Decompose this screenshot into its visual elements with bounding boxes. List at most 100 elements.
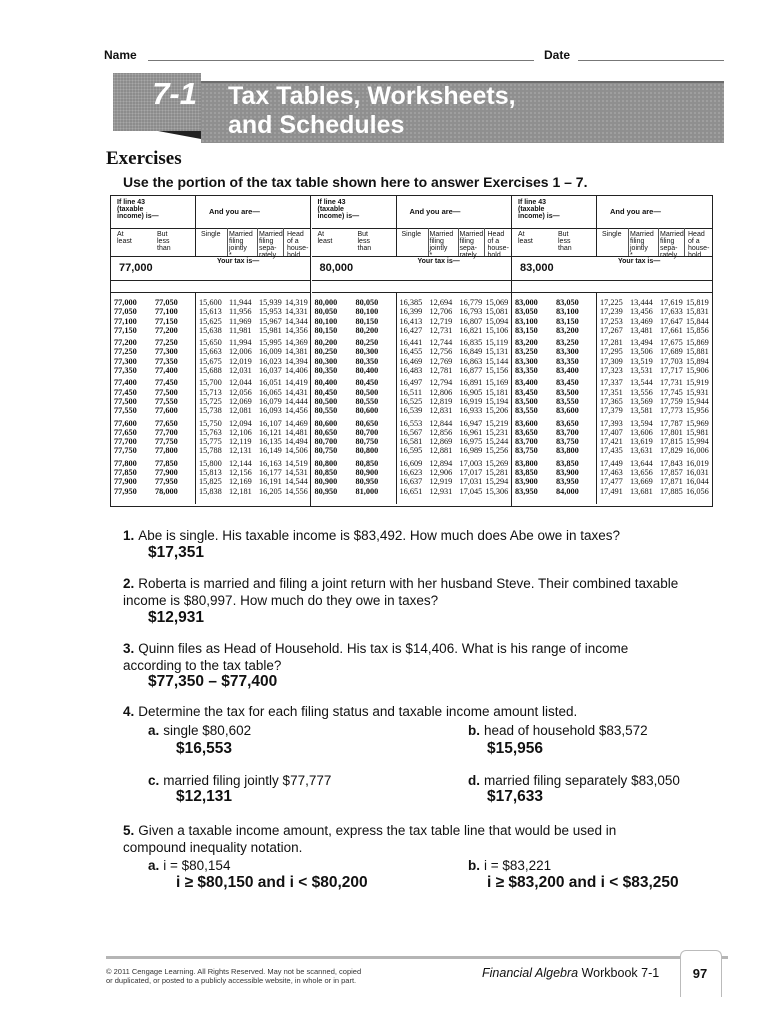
table-cell: 83,650 (515, 427, 538, 437)
table-cell: 16,511 (399, 387, 423, 397)
table-cell: 83,500 (556, 387, 579, 397)
table-cell: 12,756 (429, 347, 453, 357)
table-cell: 77,800 (155, 446, 178, 456)
table-cell: 83,400 (556, 366, 579, 376)
table-row: 77,250 77,300 15,663 12,006 16,009 14,381 (111, 347, 310, 356)
table-cell: 16,019 (686, 458, 709, 468)
table-cell: 83,000 (515, 298, 538, 307)
part-text: head of household $83,572 (484, 723, 648, 738)
header-line: hold (487, 252, 501, 259)
table-cell: 83,200 (515, 338, 538, 348)
table-cell: 80,600 (314, 418, 338, 428)
block-label: 80,000 (319, 262, 354, 274)
table-cell: 17,003 (459, 458, 483, 468)
column-header-mfj: Married filing jointly * (229, 231, 253, 259)
table-cell: 15,939 (259, 298, 282, 307)
table-row: 83,250 83,300 17,295 13,506 17,689 15,881 (512, 347, 712, 356)
column-divider (227, 228, 228, 256)
table-cell: 13,619 (630, 437, 653, 447)
table-row: 83,300 83,350 17,309 13,519 17,703 15,894 (512, 357, 712, 366)
table-cell: 77,750 (114, 446, 137, 456)
header-line: of a (688, 238, 700, 245)
table-row: 77,550 77,600 15,738 12,081 16,093 14,456 (111, 406, 310, 415)
book-title: Financial Algebra (482, 966, 579, 980)
table-cell: 16,135 (259, 437, 282, 447)
table-cell: 15,869 (686, 338, 709, 348)
table-cell: 16,044 (686, 477, 709, 487)
table-row: 77,450 77,500 15,713 12,056 16,065 14,431 (111, 388, 310, 397)
date-line[interactable] (578, 60, 724, 61)
table-cell: 16,793 (459, 307, 483, 317)
table-cell: 77,100 (155, 307, 178, 317)
table-rows: 83,000 83,050 17,225 13,444 17,619 15,819 83,0… (512, 298, 712, 496)
question-text: Roberta is married and filing a joint re… (123, 576, 679, 608)
header-line: If line 43 (518, 199, 547, 206)
table-row: 83,650 83,700 17,407 13,606 17,801 15,981 (512, 428, 712, 437)
column-divider (483, 228, 485, 256)
header-line: jointly (429, 245, 448, 252)
table-cell: 16,849 (459, 347, 483, 357)
table-cell: 17,309 (600, 356, 623, 366)
header-line: If line 43 (317, 199, 346, 206)
table-row: 77,800 77,850 15,800 12,144 16,163 14,519 (111, 459, 310, 468)
table-cell: 83,600 (556, 406, 579, 416)
table-row: 80,150 80,200 16,427 12,731 16,821 15,106 (312, 326, 511, 335)
table-cell: 17,731 (660, 378, 683, 388)
table-cell: 12,131 (229, 446, 252, 456)
header-line: Married (429, 231, 454, 238)
header-line: income) is— (317, 213, 360, 220)
table-cell: 83,800 (556, 446, 579, 456)
table-row: 80,800 80,850 16,609 12,894 17,003 15,269 (312, 459, 511, 468)
header-line: of a (487, 238, 500, 245)
table-row: 80,950 81,000 16,651 12,931 17,045 15,306 (312, 487, 511, 496)
table-cell: 80,200 (314, 338, 338, 348)
income-header: If line 43 (taxable income) is— (518, 199, 560, 220)
table-cell: 16,455 (399, 347, 423, 357)
table-cell: 16,065 (259, 387, 282, 397)
question-4-part: b. head of household $83,572 (468, 722, 728, 739)
header-line: rately (259, 252, 277, 259)
table-cell: 81,000 (355, 486, 379, 496)
table-row: 83,900 83,950 17,477 13,669 17,871 16,044 (512, 477, 712, 486)
table-cell: 14,419 (285, 378, 308, 388)
table-cell: 12,819 (429, 396, 453, 406)
question-3: 3. Quinn files as Head of Household. His … (123, 640, 683, 674)
table-cell: 77,700 (114, 437, 137, 447)
table-cell: 80,800 (314, 458, 338, 468)
income-divider (395, 196, 397, 256)
table-cell: 12,119 (229, 437, 252, 447)
header-line: filing (459, 238, 474, 245)
question-number: 3. (123, 641, 135, 656)
header-line: sepa- (259, 245, 277, 252)
table-cell: 80,050 (355, 298, 379, 307)
date-label: Date (544, 48, 571, 62)
table-cell: 15,269 (485, 458, 509, 468)
header-line: But (157, 231, 168, 238)
table-row: 80,400 80,450 16,497 12,794 16,891 15,169 (312, 378, 511, 387)
name-line[interactable] (148, 60, 534, 61)
table-cell: 12,781 (429, 366, 453, 376)
table-cell: 16,891 (459, 378, 483, 388)
table-cell: 83,600 (515, 418, 538, 428)
table-cell: 12,794 (429, 378, 453, 388)
table-cell: 16,399 (399, 307, 423, 317)
table-cell: 83,450 (515, 387, 538, 397)
table-cell: 83,150 (515, 325, 538, 335)
table-cell: 13,544 (630, 378, 653, 388)
table-cell: 83,450 (556, 378, 579, 388)
table-cell: 77,950 (155, 477, 178, 487)
income-header: If line 43 (taxable income) is— (318, 199, 360, 220)
tax-table-block: If line 43 (taxable income) is— And you are… (512, 196, 712, 506)
header-line: But (357, 231, 369, 238)
header-line: sepa- (660, 245, 678, 252)
column-header-row: At least But less than Single Married filing joi… (512, 228, 712, 259)
table-cell: 12,181 (229, 486, 252, 496)
header-line: filing (660, 238, 675, 245)
table-cell: 17,689 (660, 347, 683, 357)
table-cell: 12,881 (429, 446, 453, 456)
table-cell: 17,421 (600, 437, 623, 447)
table-cell: 12,156 (229, 468, 252, 478)
income-divider (395, 292, 397, 504)
table-cell: 83,100 (515, 316, 538, 326)
table-cell: 17,407 (600, 427, 623, 437)
